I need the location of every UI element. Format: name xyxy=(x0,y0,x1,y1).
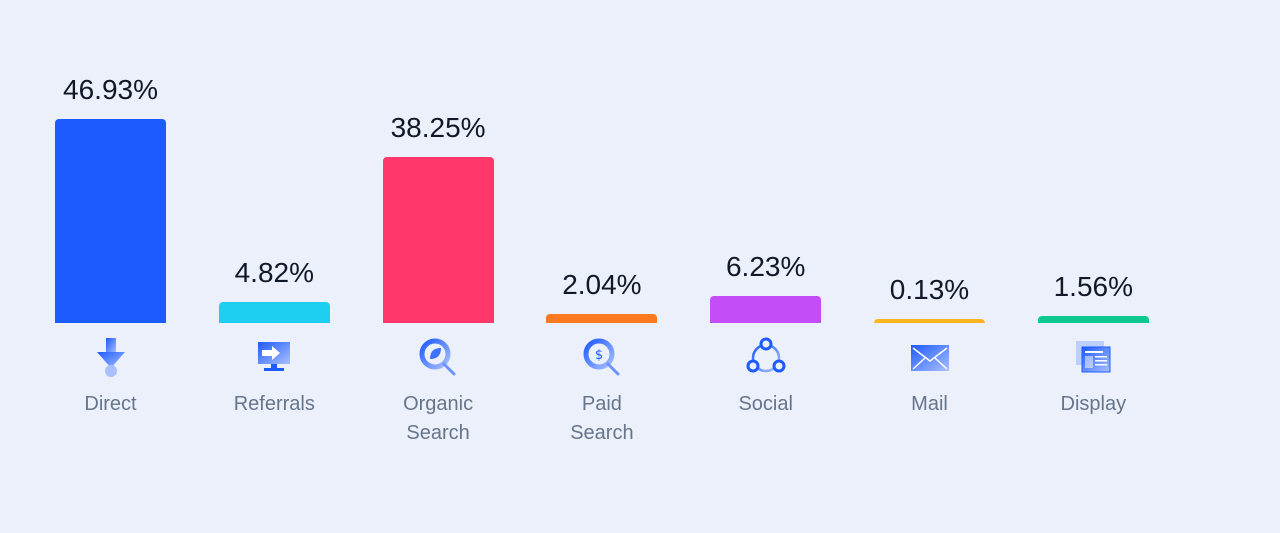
bar-referrals xyxy=(218,302,330,323)
category-label: Paid Search xyxy=(570,393,634,444)
category-label: Social xyxy=(738,393,793,415)
category-label: Referrals xyxy=(233,393,315,415)
monitor-arrow-icon xyxy=(252,336,296,380)
value-label: 6.23% xyxy=(725,250,806,282)
value-label: 4.82% xyxy=(234,257,314,289)
value-label: 0.13% xyxy=(889,274,970,305)
bar-direct xyxy=(55,119,166,323)
bar-social xyxy=(710,295,822,323)
bar-mail xyxy=(874,319,985,323)
bar-paid-search xyxy=(546,314,658,323)
category-label: Organic Search xyxy=(403,393,474,444)
bar-display xyxy=(1037,316,1149,323)
value-label: 2.04% xyxy=(562,269,642,301)
bar-organic-search xyxy=(382,156,494,323)
arrow-down-icon xyxy=(89,336,133,380)
search-leaf-icon xyxy=(416,336,460,380)
display-window-icon xyxy=(1071,336,1115,380)
value-label: 38.25% xyxy=(390,111,486,143)
category-label: Direct xyxy=(84,393,137,415)
svg-text:$: $ xyxy=(595,348,603,363)
share-network-icon xyxy=(744,336,788,380)
mail-icon xyxy=(908,336,952,380)
category-label: Mail xyxy=(911,393,948,415)
category-label: Display xyxy=(1060,393,1127,415)
value-label: 1.56% xyxy=(1053,271,1133,303)
value-label: 46.93% xyxy=(63,74,158,105)
search-dollar-icon: $ xyxy=(580,336,624,380)
